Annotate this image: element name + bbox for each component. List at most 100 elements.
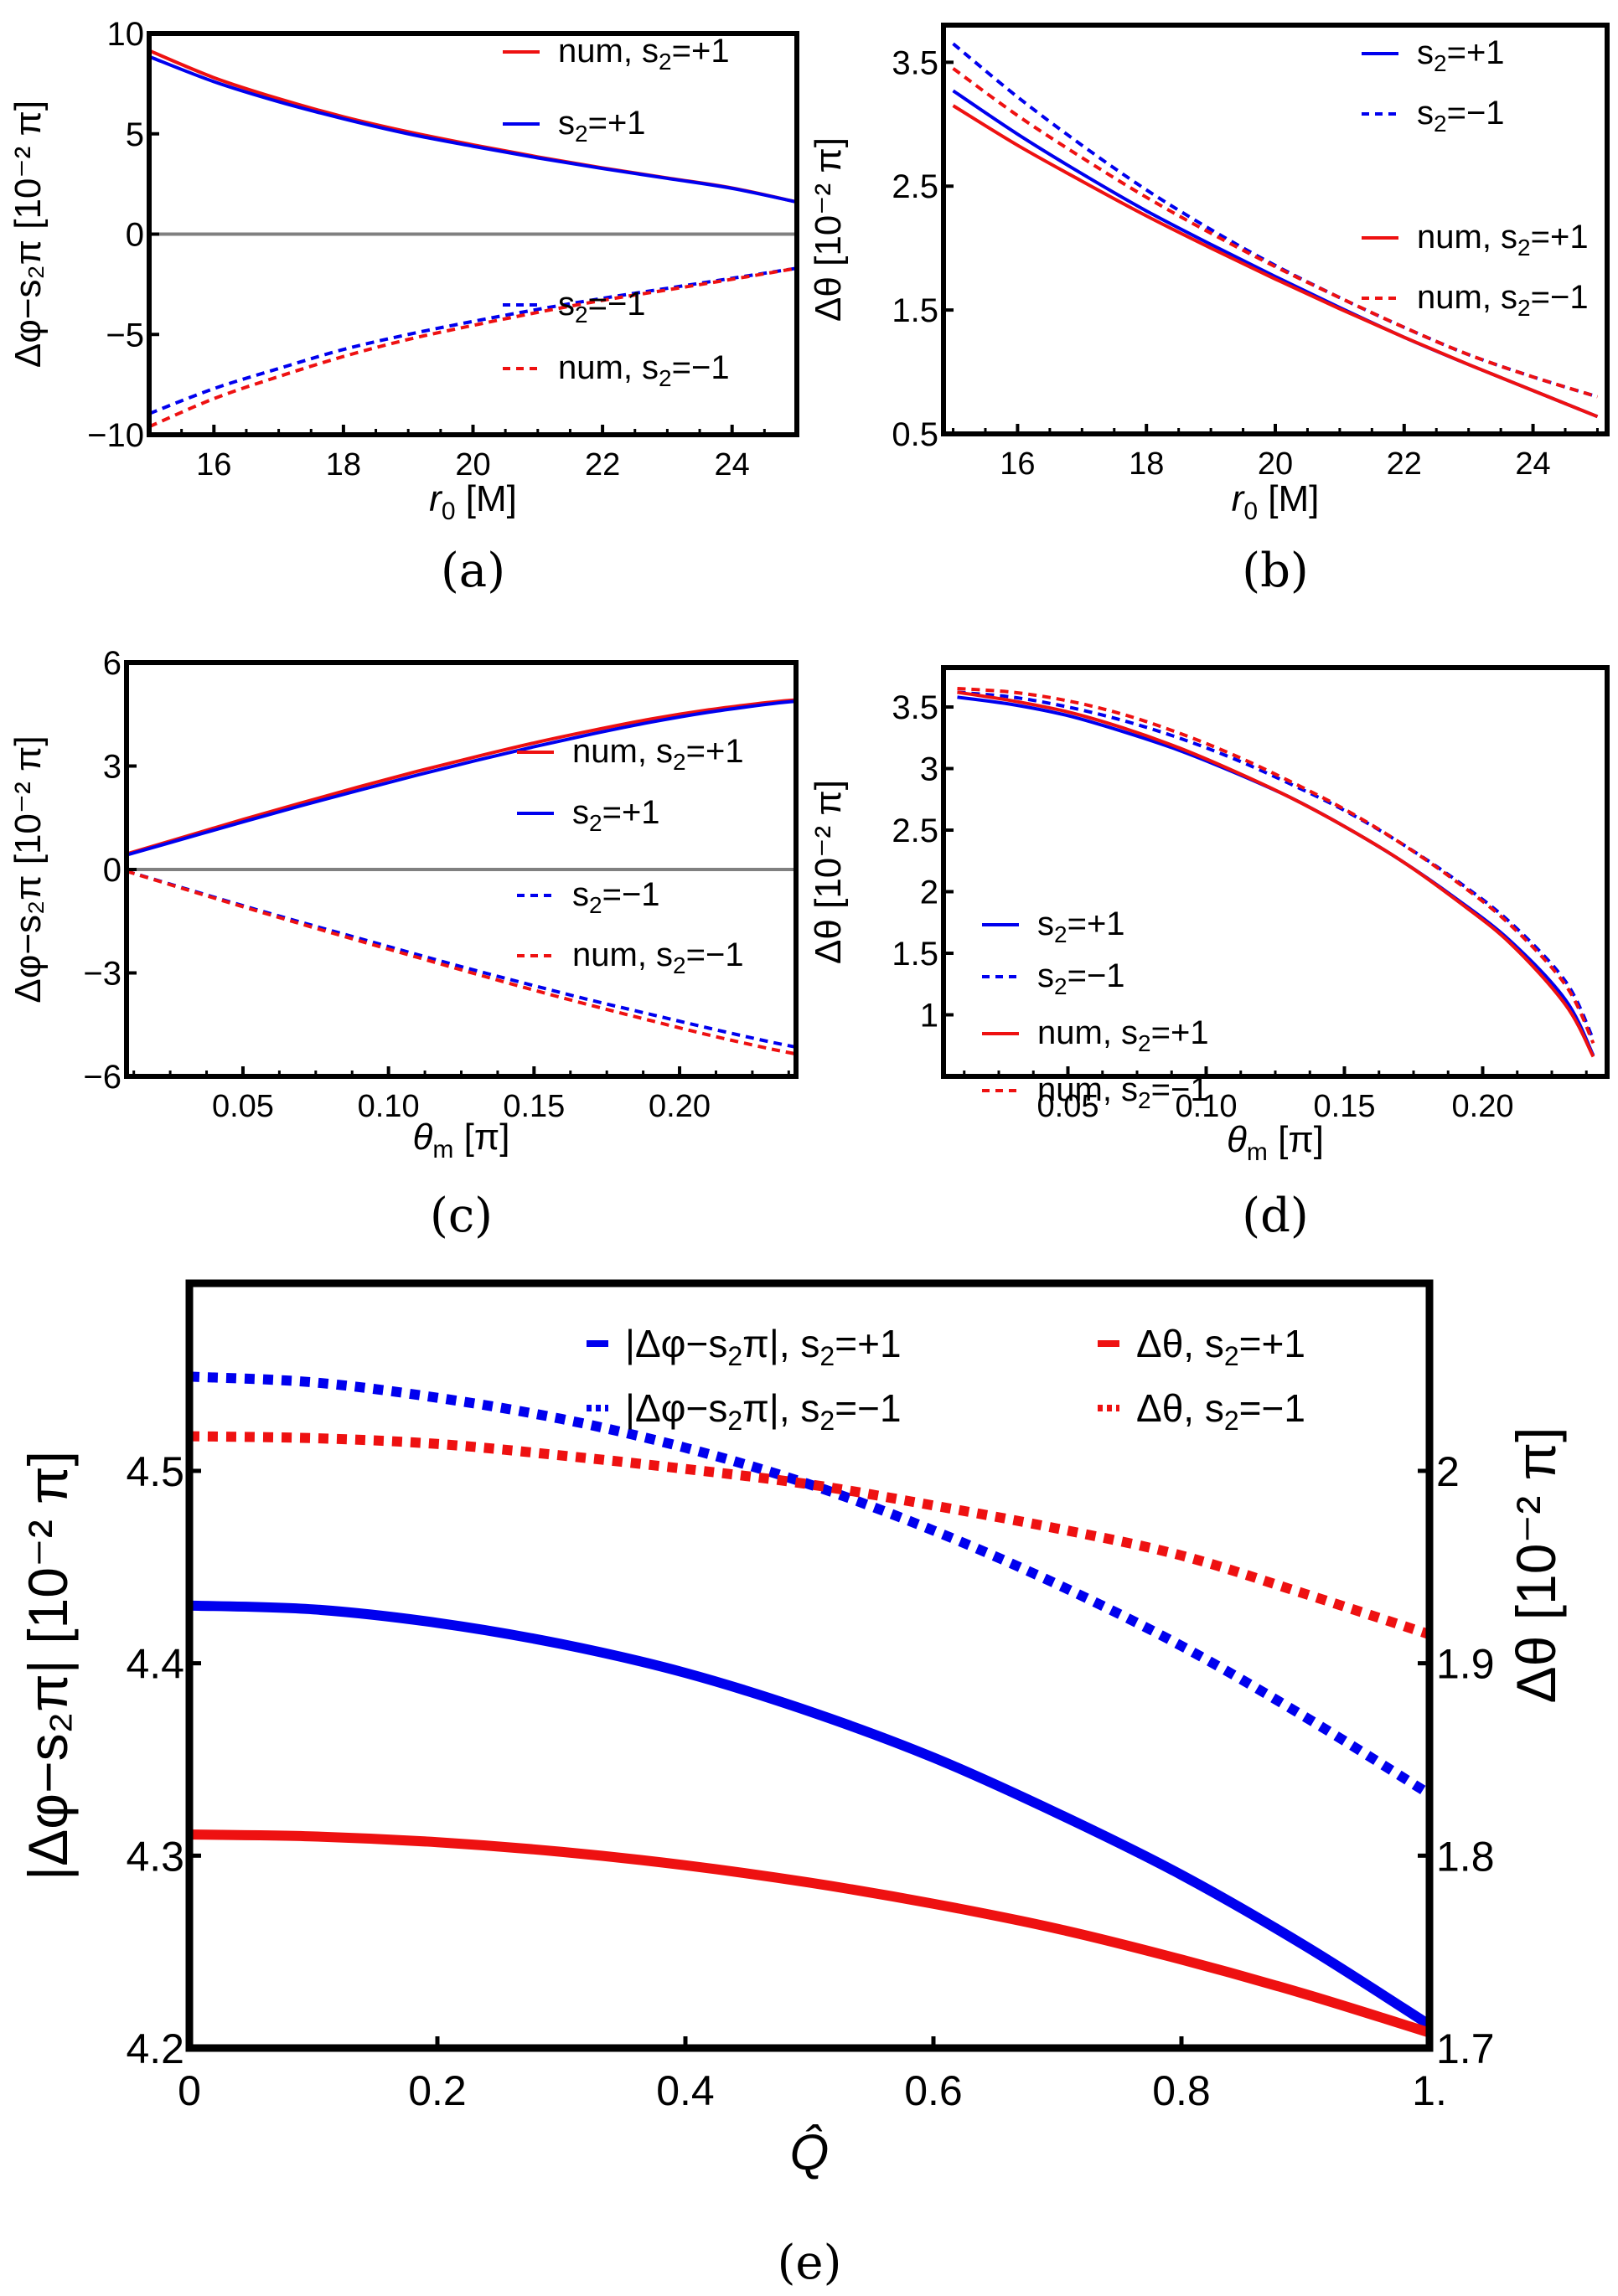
legend-label-tail: =−1	[672, 349, 730, 386]
y-right-tick-label: 1.9	[1436, 1641, 1495, 1688]
series-line-blue-dashed	[957, 690, 1595, 1040]
legend-label-tail: =+1	[1531, 219, 1589, 255]
legend-label-text: num, s	[1417, 279, 1517, 316]
panel-d: 0.05 0.10 0.15 0.20 1 1.5 2 2.5 3 3.5 θm [π] Δθ [10…	[808, 665, 1610, 1243]
legend-label: s2=−1	[558, 286, 646, 328]
axes-frame	[185, 1279, 1434, 2052]
series-line-blue-solid	[189, 1600, 1429, 2030]
y-right-tick-label: 1.8	[1436, 1833, 1495, 1880]
x-tick-label: 18	[1129, 446, 1164, 482]
legend-label-sub: 2	[1517, 235, 1531, 261]
legend-label-text: num, s	[558, 349, 659, 386]
legend-label-sub: 2	[727, 1341, 742, 1371]
y-axis-label: Δθ [10⁻² π]	[808, 780, 849, 964]
legend-label-sub: 2	[575, 121, 588, 147]
legend-label-tail: =+1	[1239, 1322, 1305, 1365]
legend-label-text: Δθ, s	[1136, 1322, 1224, 1365]
series-group	[952, 42, 1599, 419]
x-tick-label: 0.05	[1037, 1089, 1099, 1124]
x-tick-label: 16	[196, 447, 231, 482]
legend-label-tail: =+1	[1067, 906, 1125, 942]
y-tick-label: −5	[106, 317, 144, 353]
legend-label: num, s2=−1	[1417, 279, 1589, 321]
series-line-red-dashed	[952, 67, 1599, 399]
y-tick-label: 2	[920, 875, 938, 911]
panel-caption: (a)	[441, 544, 505, 598]
x-tick-label: 24	[1515, 446, 1550, 482]
legend-label-sub: 2	[589, 892, 602, 918]
y-tick-label: 4.3	[126, 1833, 184, 1880]
legend-label-tail: =−1	[602, 876, 660, 913]
legend-label-text: num, s	[1037, 1071, 1138, 1108]
series-group	[189, 1371, 1429, 2038]
legend-label-sub: 2	[819, 1341, 835, 1371]
x-axis-label: θm [π]	[1227, 1119, 1324, 1166]
legend-label-text: s	[1037, 957, 1054, 994]
legend-label-text: s	[558, 105, 575, 142]
x-axis-label-var: r	[429, 478, 443, 519]
series-line-blue-solid	[957, 695, 1595, 1056]
legend-label: num, s2=+1	[1037, 1014, 1209, 1056]
panel-caption: (e)	[778, 2236, 842, 2290]
legend-label: s2=+1	[558, 105, 646, 147]
panel-caption: (b)	[1242, 544, 1309, 598]
legend-label-tail: =−1	[1531, 279, 1589, 316]
y-tick-label: 4.2	[126, 2025, 184, 2072]
series-line-red-solid	[189, 1829, 1429, 2038]
x-tick-label: 0.8	[1152, 2067, 1211, 2114]
legend-label: s2=+1	[1037, 906, 1125, 947]
x-tick-label: 0.2	[408, 2067, 467, 2114]
x-tick-label: 18	[326, 447, 361, 482]
x-axis-label-var: Q̂	[790, 2124, 830, 2180]
x-tick-label: 0.15	[1314, 1089, 1376, 1124]
legend-label-sub: 2	[673, 749, 686, 775]
legend-label-sub: 2	[659, 49, 672, 75]
legend-label-sub: 2	[1054, 921, 1067, 947]
x-axis-label: Q̂	[790, 2124, 830, 2180]
x-axis-label-sub: 0	[442, 498, 456, 525]
x-tick-label: 0.10	[358, 1089, 420, 1124]
legend-label-tail: =−1	[1151, 1071, 1209, 1108]
legend-label-sub: 2	[673, 952, 686, 978]
x-axis-label-unit: [π]	[453, 1117, 509, 1158]
y-axis-label: Δφ−s₂π [10⁻² π]	[8, 735, 49, 1003]
series-group	[127, 698, 796, 1056]
legend-label: Δθ, s2=+1	[1136, 1322, 1305, 1371]
series-line-blue-dotted	[189, 1371, 1429, 1798]
x-tick-label: 20	[455, 447, 490, 482]
legend-label-text: Δθ, s	[1136, 1386, 1224, 1430]
legend-label-text: s	[1417, 34, 1434, 71]
panel-caption: (d)	[1242, 1189, 1309, 1243]
y-tick-label: 3.5	[892, 44, 938, 81]
x-axis-label-sub: 0	[1243, 498, 1258, 525]
legend-label-tail: =−1	[588, 286, 646, 322]
legend-label: s2=+1	[572, 794, 660, 836]
panel-e: 0 0.2 0.4 0.6 0.8 1. 4.2 4.3 4.4 4.5 1.7 1.8 1.9 2 Q̂ |…	[17, 1279, 1567, 2290]
legend-label-sub: 2	[1054, 973, 1067, 999]
x-tick-label: 0.4	[656, 2067, 715, 2114]
series-line-blue-dashed	[149, 266, 797, 415]
y-tick-label: −10	[87, 417, 144, 454]
x-axis-label: θm [π]	[413, 1117, 510, 1163]
legend-label-tail: =+1	[672, 33, 730, 70]
series-line-red-solid	[149, 49, 797, 204]
series-group	[149, 49, 797, 429]
legend-label-sub: 2	[1138, 1087, 1151, 1113]
x-axis-label-var: θ	[1227, 1119, 1247, 1160]
x-tick-label: 0.20	[1452, 1089, 1514, 1124]
legend-label-sub: 2	[1517, 295, 1531, 321]
series-line-red-solid	[957, 690, 1595, 1058]
x-tick-label: 0.20	[649, 1089, 711, 1124]
legend-label-tail: =−1	[686, 936, 744, 973]
legend-label-tail: =+1	[686, 733, 744, 770]
panel-caption: (c)	[430, 1189, 493, 1243]
legend-label-sub: 2	[589, 810, 602, 836]
legend-label-text: num, s	[572, 733, 673, 770]
y-tick-label: 3	[103, 749, 121, 786]
legend-label-tail: =+1	[1151, 1014, 1209, 1051]
y-tick-label: 3	[920, 751, 938, 788]
y-tick-label: 0.5	[892, 416, 938, 453]
x-tick-label: 1.	[1412, 2067, 1447, 2114]
legend-label-tail: =−1	[1239, 1386, 1305, 1430]
